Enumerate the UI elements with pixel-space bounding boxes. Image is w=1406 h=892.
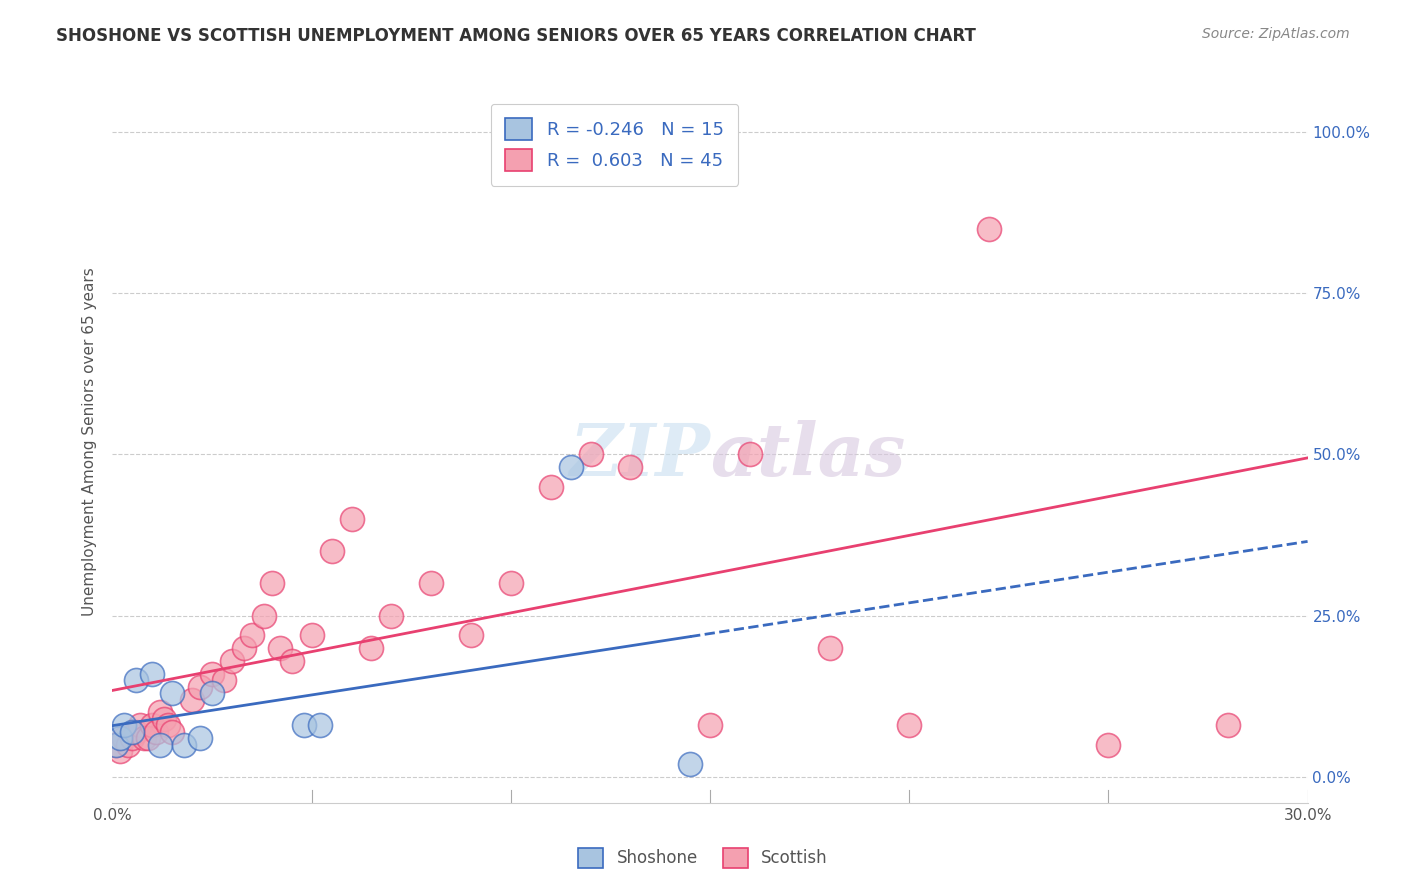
Point	[1097, 738, 1119, 752]
Point	[138, 731, 160, 746]
Point	[499, 576, 522, 591]
Point	[105, 738, 128, 752]
Point	[260, 576, 283, 591]
Point	[977, 221, 1000, 235]
Point	[898, 718, 921, 732]
Point	[233, 640, 256, 655]
Point	[188, 680, 211, 694]
Point	[340, 512, 363, 526]
Point	[110, 731, 132, 746]
Point	[141, 718, 163, 732]
Point	[579, 447, 602, 461]
Point	[420, 576, 443, 591]
Point	[380, 608, 402, 623]
Legend: R = -0.246   N = 15, R =  0.603   N = 45: R = -0.246 N = 15, R = 0.603 N = 45	[491, 103, 738, 186]
Point	[301, 628, 323, 642]
Point	[818, 640, 841, 655]
Point	[117, 738, 139, 752]
Point	[114, 718, 135, 732]
Point	[460, 628, 482, 642]
Text: Source: ZipAtlas.com: Source: ZipAtlas.com	[1202, 27, 1350, 41]
Point	[173, 738, 195, 752]
Point	[321, 544, 343, 558]
Point	[121, 724, 143, 739]
Point	[1216, 718, 1239, 732]
Point	[212, 673, 235, 688]
Text: ZIP: ZIP	[569, 420, 710, 491]
Point	[105, 738, 128, 752]
Point	[679, 757, 702, 772]
Text: SHOSHONE VS SCOTTISH UNEMPLOYMENT AMONG SENIORS OVER 65 YEARS CORRELATION CHART: SHOSHONE VS SCOTTISH UNEMPLOYMENT AMONG …	[56, 27, 976, 45]
Point	[181, 692, 204, 706]
Point	[129, 718, 152, 732]
Point	[201, 666, 224, 681]
Point	[162, 686, 183, 700]
Point	[269, 640, 291, 655]
Point	[188, 731, 211, 746]
Point	[141, 666, 163, 681]
Point	[162, 724, 183, 739]
Point	[308, 718, 330, 732]
Y-axis label: Unemployment Among Seniors over 65 years: Unemployment Among Seniors over 65 years	[82, 268, 97, 615]
Point	[145, 724, 167, 739]
Point	[149, 706, 172, 720]
Point	[221, 654, 243, 668]
Point	[253, 608, 276, 623]
Point	[560, 460, 582, 475]
Point	[121, 731, 143, 746]
Point	[738, 447, 761, 461]
Point	[134, 731, 156, 746]
Point	[240, 628, 263, 642]
Text: atlas: atlas	[710, 420, 905, 491]
Point	[153, 712, 176, 726]
Point	[114, 731, 135, 746]
Point	[201, 686, 224, 700]
Point	[619, 460, 641, 475]
Point	[699, 718, 721, 732]
Point	[659, 125, 682, 139]
Point	[360, 640, 382, 655]
Legend: Shoshone, Scottish: Shoshone, Scottish	[572, 841, 834, 875]
Point	[149, 738, 172, 752]
Point	[540, 480, 562, 494]
Point	[292, 718, 315, 732]
Point	[125, 673, 148, 688]
Point	[281, 654, 304, 668]
Point	[110, 744, 132, 758]
Point	[125, 724, 148, 739]
Point	[157, 718, 180, 732]
